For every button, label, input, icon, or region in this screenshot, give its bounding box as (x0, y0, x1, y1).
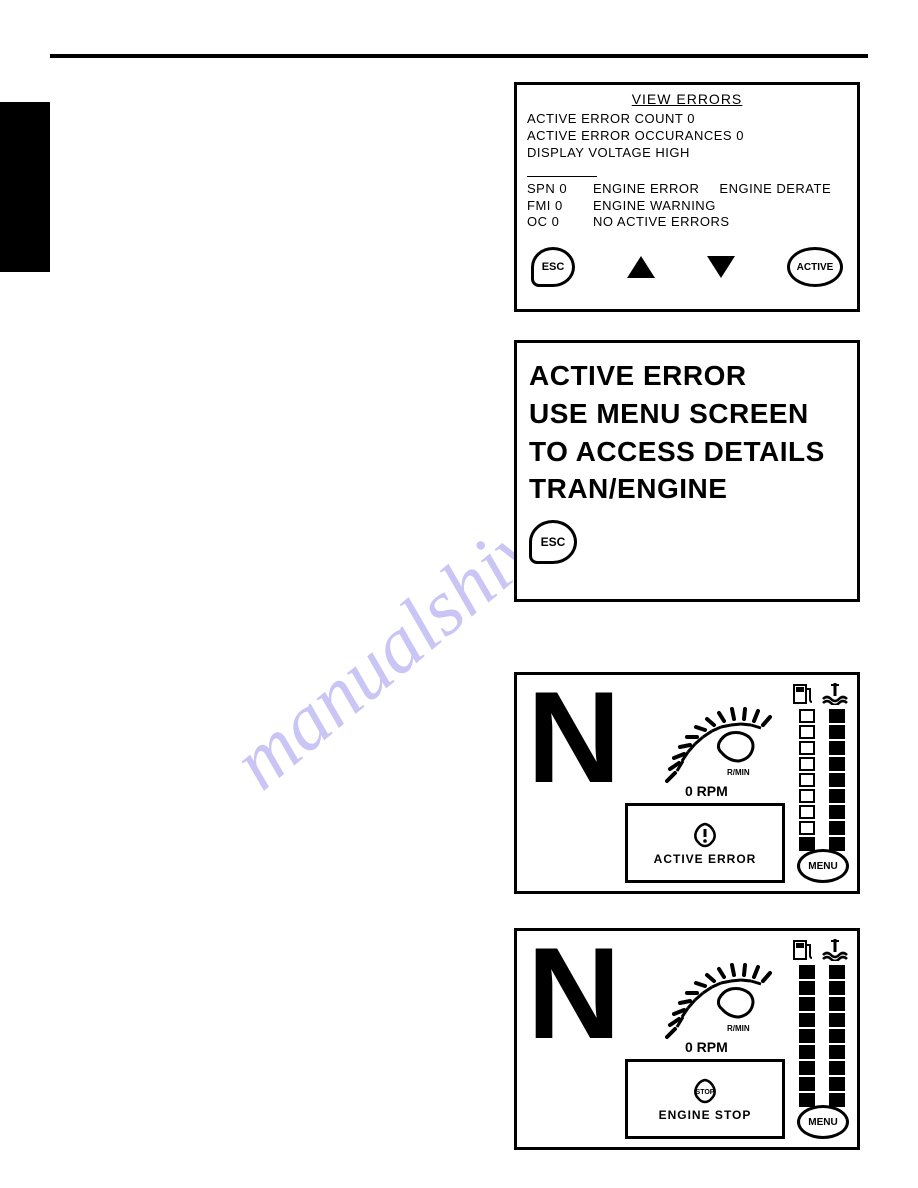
error-occurances-line: ACTIVE ERROR OCCURANCES 0 (527, 128, 847, 145)
fuel-icon (791, 937, 815, 961)
header-rule (50, 54, 868, 58)
svg-text:R/MIN: R/MIN (727, 1024, 750, 1033)
fuel-icon (791, 681, 815, 705)
coolant-temp-icon (821, 937, 849, 961)
menu-button[interactable]: MENU (797, 1105, 849, 1139)
dashboard-active-error-screen: N R/MIN 0 RPM (514, 672, 860, 894)
msg-line-3: TO ACCESS DETAILS (529, 433, 845, 471)
coolant-temp-icon (821, 681, 849, 705)
screen-title: VIEW ERRORS (527, 91, 847, 107)
down-arrow-icon[interactable] (707, 256, 735, 278)
alert-box: STOP ENGINE STOP (625, 1059, 785, 1139)
dashboard-engine-stop-screen: N R/MIN 0 RPM (514, 928, 860, 1150)
rpm-readout: 0 RPM (685, 1039, 728, 1055)
esc-button[interactable]: ESC (531, 247, 575, 287)
engine-error-label: ENGINE ERROR (593, 181, 699, 198)
msg-line-4: TRAN/ENGINE (529, 470, 845, 508)
view-errors-screen: VIEW ERRORS ACTIVE ERROR COUNT 0 ACTIVE … (514, 82, 860, 312)
display-voltage-line: DISPLAY VOLTAGE HIGH (527, 145, 847, 162)
oc-value: OC 0 (527, 214, 583, 231)
error-details-grid: SPN 0 FMI 0 OC 0 ENGINE ERROR ENGINE DER… (527, 181, 847, 232)
engine-derate-label: ENGINE DERATE (719, 181, 831, 198)
spn-value: SPN 0 (527, 181, 583, 198)
fuel-bar (799, 709, 815, 857)
svg-text:STOP: STOP (696, 1089, 715, 1096)
button-row: ESC ACTIVE (527, 247, 847, 287)
esc-button[interactable]: ESC (529, 520, 577, 564)
gear-indicator: N (527, 935, 621, 1052)
svg-text:R/MIN: R/MIN (727, 768, 750, 777)
divider (527, 176, 597, 177)
active-button[interactable]: ACTIVE (787, 247, 843, 287)
no-active-errors-label: NO ACTIVE ERRORS (593, 214, 847, 231)
up-arrow-icon[interactable] (627, 256, 655, 278)
tachometer-icon: R/MIN (657, 937, 777, 1047)
msg-line-2: USE MENU SCREEN (529, 395, 845, 433)
section-tab (0, 102, 50, 272)
menu-button[interactable]: MENU (797, 849, 849, 883)
temp-bar (829, 709, 845, 857)
fuel-bar (799, 965, 815, 1113)
active-error-message-screen: ACTIVE ERROR USE MENU SCREEN TO ACCESS D… (514, 340, 860, 602)
temp-bar (829, 965, 845, 1113)
fmi-value: FMI 0 (527, 198, 583, 215)
alert-box: ACTIVE ERROR (625, 803, 785, 883)
msg-line-1: ACTIVE ERROR (529, 357, 845, 395)
tachometer-icon: R/MIN (657, 681, 777, 791)
alert-label: ENGINE STOP (659, 1108, 752, 1122)
engine-warning-label: ENGINE WARNING (593, 198, 847, 215)
error-count-line: ACTIVE ERROR COUNT 0 (527, 111, 847, 128)
rpm-readout: 0 RPM (685, 783, 728, 799)
stop-engine-icon: STOP (690, 1076, 720, 1106)
warning-engine-icon (690, 820, 720, 850)
gear-indicator: N (527, 679, 621, 796)
alert-label: ACTIVE ERROR (654, 852, 757, 866)
